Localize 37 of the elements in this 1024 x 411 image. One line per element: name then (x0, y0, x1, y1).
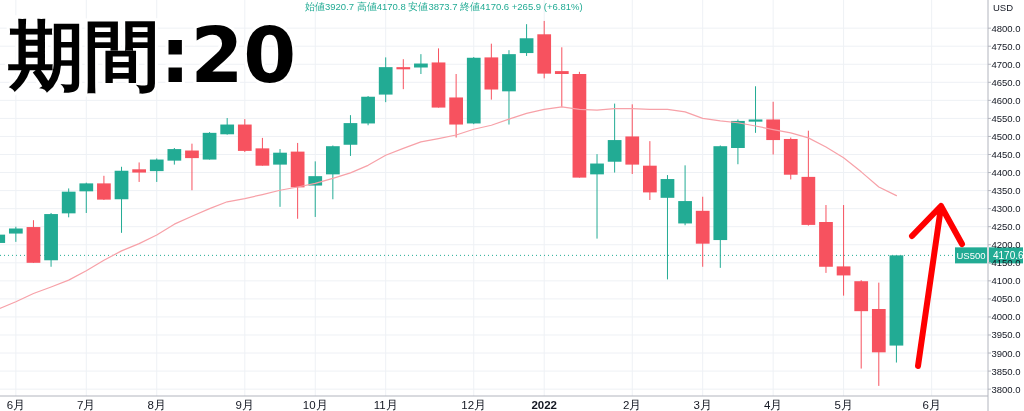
x-tick-label: 11月 (373, 399, 398, 411)
annotation: US500 (956, 250, 986, 262)
y-tick-label: 3850.0 (991, 365, 1021, 377)
y-tick-label: 4550.0 (991, 112, 1021, 124)
y-tick-label: 3800.0 (991, 383, 1021, 395)
y-tick-label: 4300.0 (991, 203, 1021, 215)
y-tick-label: 3900.0 (991, 347, 1021, 359)
x-tick-label: 6月 (6, 399, 26, 411)
x-tick-label: 10月 (302, 399, 328, 411)
chart-title: 期間:20 (8, 11, 297, 100)
x-tick-label: 4月 (763, 399, 783, 411)
y-axis-title: USD (993, 2, 1014, 13)
y-tick-label: 4600.0 (991, 94, 1021, 106)
y-tick-label: 4500.0 (991, 130, 1021, 142)
x-tick-label: 7月 (77, 399, 96, 411)
x-tick-label: 9月 (235, 399, 254, 411)
x-tick-label: 2022 (531, 399, 557, 411)
y-tick-label: 4750.0 (991, 40, 1021, 52)
y-tick-label: 4100.0 (991, 275, 1021, 287)
x-tick-label: 6月 (922, 399, 941, 411)
y-tick-label: 4050.0 (991, 293, 1021, 305)
y-tick-label: 4000.0 (991, 311, 1021, 323)
x-tick-label: 2月 (623, 399, 642, 411)
y-tick-label: 4650.0 (991, 76, 1021, 88)
x-tick-label: 12月 (461, 399, 487, 411)
y-tick-label: 4250.0 (991, 221, 1021, 233)
y-tick-label: 3950.0 (991, 329, 1021, 341)
y-tick-label: 4800.0 (991, 22, 1021, 34)
x-tick-label: 5月 (834, 399, 853, 411)
y-tick-label: 4400.0 (991, 167, 1021, 179)
y-tick-label: 4700.0 (991, 58, 1021, 70)
y-tick-label: 4350.0 (991, 185, 1021, 197)
y-tick-label: 4450.0 (991, 149, 1021, 160)
annotation: 始値3920.7 高値4170.8 安値3873.7 終値4170.6 +265.9 (+6.81%) (305, 1, 583, 12)
x-tick-label: 8月 (147, 399, 166, 411)
x-tick-label: 3月 (693, 399, 712, 411)
line-series (0, 106, 898, 310)
